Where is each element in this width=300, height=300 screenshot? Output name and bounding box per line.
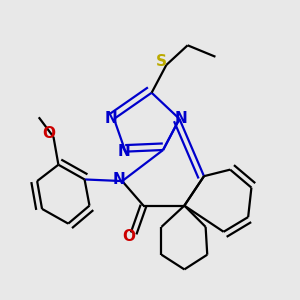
Text: N: N	[175, 111, 188, 126]
Text: O: O	[42, 126, 55, 141]
Text: N: N	[118, 144, 130, 159]
Text: N: N	[112, 172, 125, 187]
Text: N: N	[104, 111, 117, 126]
Text: O: O	[122, 229, 135, 244]
Text: S: S	[156, 54, 167, 69]
